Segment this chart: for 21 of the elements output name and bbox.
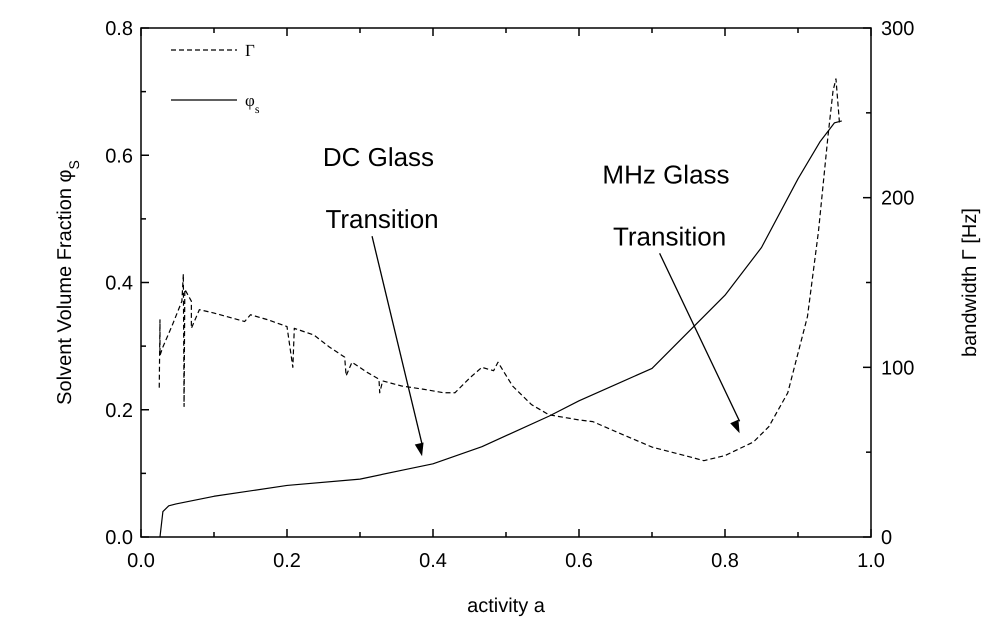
y-tick-label: 0.8: [105, 18, 133, 40]
x-axis-title: activity a: [467, 595, 546, 617]
x-tick-label: 0.4: [419, 550, 447, 572]
y2-tick-label: 300: [881, 18, 914, 40]
y2-tick-label: 200: [881, 188, 914, 210]
y2-tick-label: 100: [881, 357, 914, 380]
x-tick-label: 0.8: [711, 550, 739, 572]
legend-label: Γ: [245, 41, 255, 60]
x-tick-label: 0.2: [273, 550, 301, 572]
y-tick-label: 0.6: [105, 145, 133, 168]
text: MHz Glass Transition: [602, 159, 730, 252]
y-tick-label: 0.2: [105, 400, 133, 422]
y-tick-label: 0.0: [105, 527, 133, 549]
y2-tick-label: 0: [881, 527, 892, 549]
text: DC Glass Transition: [322, 142, 439, 234]
x-tick-label: 1.0: [857, 550, 885, 572]
y2-axis-title: bandwidth Γ [Hz]: [959, 208, 981, 357]
x-tick-label: 0.0: [127, 550, 155, 572]
legend-label: φ$_{s}$: [245, 91, 260, 116]
x-tick-label: 0.6: [565, 550, 593, 572]
y-tick-label: 0.4: [105, 272, 133, 294]
